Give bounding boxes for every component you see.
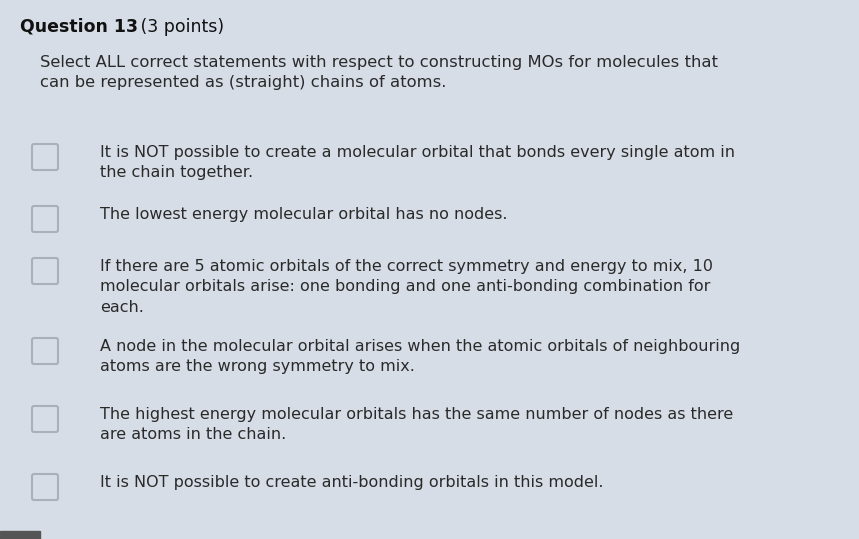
Text: The lowest energy molecular orbital has no nodes.: The lowest energy molecular orbital has … (100, 207, 508, 222)
Bar (0, 531, 40, 539)
Text: It is NOT possible to create a molecular orbital that bonds every single atom in: It is NOT possible to create a molecular… (100, 145, 735, 181)
Text: Question 13: Question 13 (20, 18, 138, 36)
Text: Select ALL correct statements with respect to constructing MOs for molecules tha: Select ALL correct statements with respe… (40, 55, 718, 91)
Text: A node in the molecular orbital arises when the atomic orbitals of neighbouring
: A node in the molecular orbital arises w… (100, 339, 740, 375)
Text: It is NOT possible to create anti-bonding orbitals in this model.: It is NOT possible to create anti-bondin… (100, 475, 604, 490)
Text: The highest energy molecular orbitals has the same number of nodes as there
are : The highest energy molecular orbitals ha… (100, 407, 734, 443)
Text: If there are 5 atomic orbitals of the correct symmetry and energy to mix, 10
mol: If there are 5 atomic orbitals of the co… (100, 259, 713, 315)
Text: (3 points): (3 points) (135, 18, 224, 36)
